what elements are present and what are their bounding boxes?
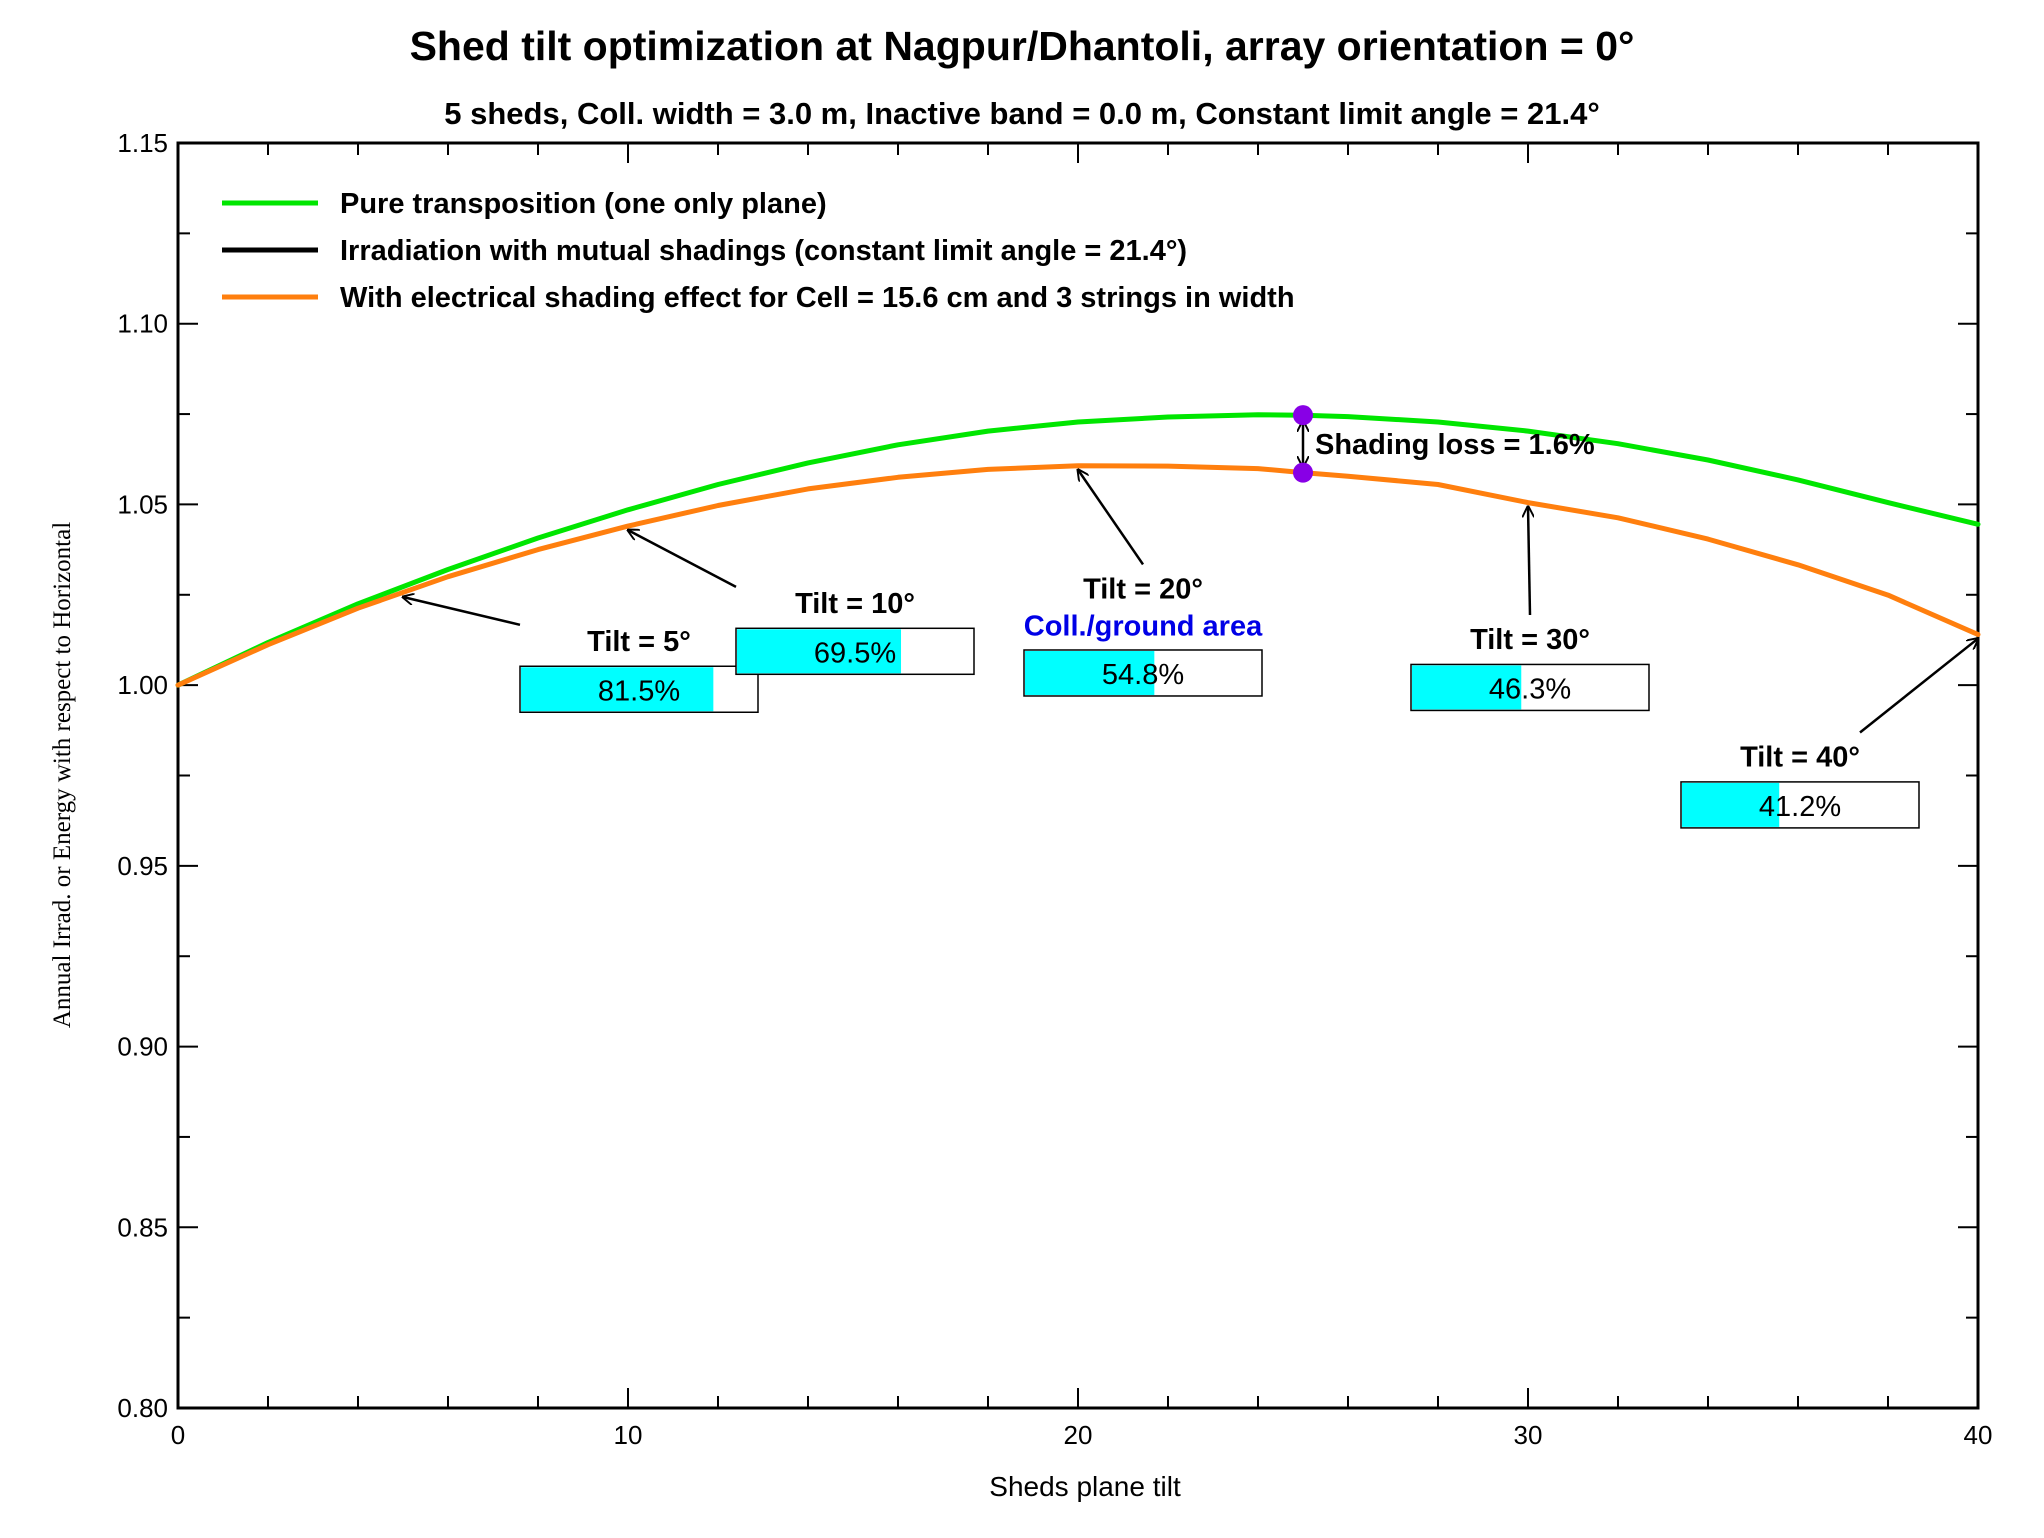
chart-subtitle: 5 sheds, Coll. width = 3.0 m, Inactive b… — [444, 96, 1599, 131]
series-line-0 — [175, 412, 1981, 688]
y-tick-label: 1.00 — [117, 670, 168, 700]
area-fill-3 — [1412, 665, 1522, 710]
tilt-label-0: Tilt = 5° — [587, 626, 691, 658]
area-fill-2 — [1025, 650, 1155, 695]
y-tick-label: 1.10 — [117, 309, 168, 339]
tilt-arrow-0 — [403, 597, 521, 627]
tilt-label-3: Tilt = 30° — [1470, 624, 1590, 656]
area-fill-4 — [1682, 782, 1780, 827]
tilt-label-4: Tilt = 40° — [1740, 741, 1860, 773]
area-value-3: 46.3% — [1489, 673, 1571, 705]
y-tick-label: 0.80 — [117, 1393, 168, 1423]
x-tick-label: 10 — [614, 1420, 643, 1450]
area-fill-1 — [737, 629, 902, 674]
tilt-arrow-4 — [1859, 639, 1978, 734]
tilt-arrow-2 — [1078, 470, 1145, 566]
shading-loss-label: Shading loss = 1.6% — [1315, 429, 1595, 461]
legend-entry-0: Pure transposition (one only plane) — [340, 188, 827, 220]
y-tick-label: 0.90 — [117, 1032, 168, 1062]
coll-ground-area-label: Coll./ground area — [1024, 610, 1263, 642]
legend-entry-1: Irradiation with mutual shadings (consta… — [340, 235, 1187, 267]
series-line-2 — [175, 463, 1981, 688]
legend-entry-2: With electrical shading effect for Cell … — [340, 282, 1295, 314]
optimum-marker-1 — [1293, 462, 1313, 483]
y-tick-label: 0.85 — [117, 1212, 168, 1242]
x-tick-label: 0 — [171, 1420, 185, 1450]
chart-title: Shed tilt optimization at Nagpur/Dhantol… — [410, 23, 1635, 69]
area-fill-0 — [521, 667, 714, 712]
area-value-2: 54.8% — [1102, 659, 1184, 691]
area-value-0: 81.5% — [598, 675, 680, 707]
x-axis-label: Sheds plane tilt — [989, 1471, 1181, 1502]
x-tick-label: 20 — [1064, 1420, 1093, 1450]
y-tick-label: 0.95 — [117, 851, 168, 881]
y-axis-label: Annual Irrad. or Energy with respect to … — [49, 522, 76, 1028]
plot-frame — [176, 141, 1980, 1410]
tilt-label-1: Tilt = 10° — [795, 588, 915, 620]
tilt-arrow-3 — [1528, 507, 1530, 616]
tilt-label-2: Tilt = 20° — [1083, 573, 1203, 605]
area-value-4: 41.2% — [1759, 791, 1841, 823]
x-tick-label: 30 — [1514, 1420, 1543, 1450]
area-value-1: 69.5% — [814, 637, 896, 669]
y-tick-label: 1.05 — [117, 489, 168, 519]
y-tick-label: 1.15 — [117, 128, 168, 158]
plot-area: 0 10 20 30 40 0.80 0.85 0.90 0.95 1.00 1.05 1.10 1.1… — [117, 128, 1992, 1450]
tilt-arrow-1 — [628, 530, 737, 588]
optimum-marker-0 — [1293, 405, 1313, 426]
x-tick-label: 40 — [1964, 1420, 1993, 1450]
